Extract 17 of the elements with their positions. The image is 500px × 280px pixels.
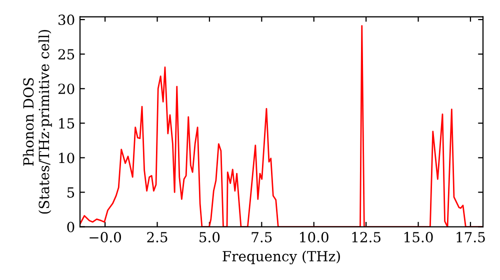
- x-axis-title: Frequency (THz): [222, 250, 340, 264]
- x-tick-label: 10.0: [300, 232, 328, 242]
- y-tick-label: 30: [58, 14, 74, 26]
- y-tick-label: 20: [58, 84, 74, 94]
- y-tick-label: 25: [58, 49, 74, 60]
- y-tick-label: 5: [67, 187, 74, 198]
- x-tick-label: 12.5: [352, 232, 380, 242]
- x-tick-label: 17.5: [456, 232, 485, 242]
- x-tick-label: −0.0: [90, 232, 121, 242]
- y-tick-label: 0: [67, 222, 74, 232]
- x-tick-label: 5.0: [200, 232, 220, 242]
- x-tick-label: 15.0: [404, 232, 433, 242]
- y-axis-title: Phonon DOS (States/THz·primitive cell): [22, 30, 52, 214]
- y-tick-label: 10: [59, 152, 74, 164]
- x-tick-label: 2.5: [147, 232, 168, 242]
- x-tick-label: 7.5: [252, 232, 272, 242]
- y-tick-label: 15: [59, 118, 74, 129]
